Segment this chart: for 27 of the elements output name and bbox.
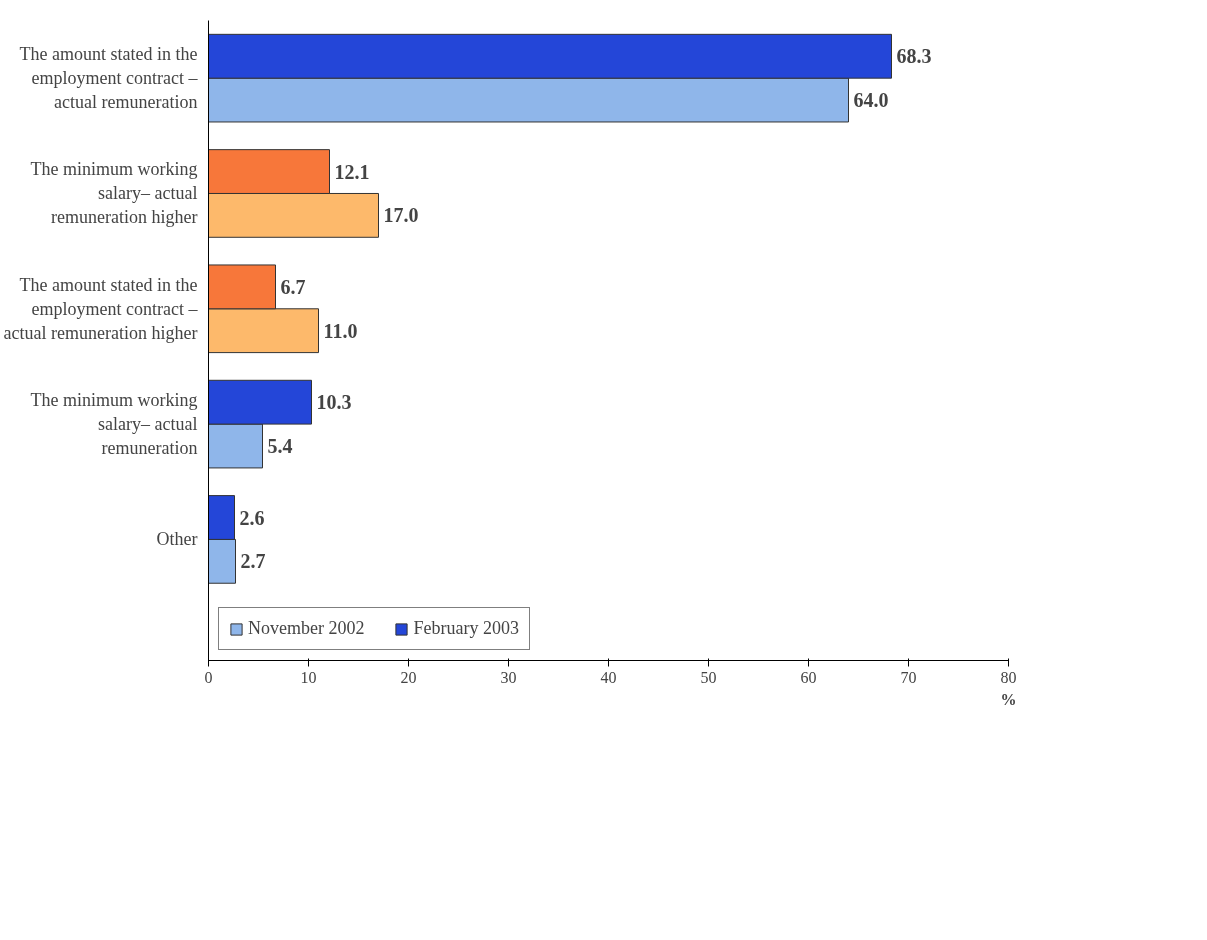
x-tick-label: 20 — [400, 668, 417, 686]
data-label: 12.1 — [334, 160, 370, 183]
x-tick-label: 50 — [700, 668, 717, 686]
data-label: 6.7 — [280, 275, 306, 298]
x-tick-label: 70 — [900, 668, 917, 686]
x-tick-label: 0 — [204, 668, 213, 686]
data-label: 2.7 — [240, 550, 266, 573]
data-label: 17.0 — [383, 204, 419, 227]
legend-label: February 2003 — [413, 618, 519, 639]
x-tick-label: 10 — [300, 668, 317, 686]
y-tick-label: Other — [156, 529, 198, 550]
data-label: 68.3 — [896, 45, 932, 68]
data-label: 5.4 — [267, 435, 293, 458]
x-tick-label: 40 — [600, 668, 617, 686]
x-tick-label: 30 — [500, 668, 517, 686]
x-tick-label: 60 — [800, 668, 817, 686]
x-axis-title: % — [1000, 690, 1017, 708]
y-tick-label: The minimum working salary– actual remuneration higher — [30, 159, 198, 228]
data-label: 11.0 — [323, 319, 358, 342]
y-tick-label: The amount stated in the employment contract – actual remuneration — [19, 44, 199, 113]
y-tick-label: The minimum working salary– actual remuneration — [30, 390, 198, 459]
data-label: 64.0 — [853, 89, 889, 112]
legend-label: November 2002 — [248, 618, 365, 639]
data-label: 2.6 — [239, 506, 265, 529]
x-tick-label: 80 — [1000, 668, 1017, 686]
data-label: 10.3 — [316, 391, 352, 414]
y-tick-label: The amount stated in the employment contract – actual remuneration higher — [3, 274, 199, 343]
